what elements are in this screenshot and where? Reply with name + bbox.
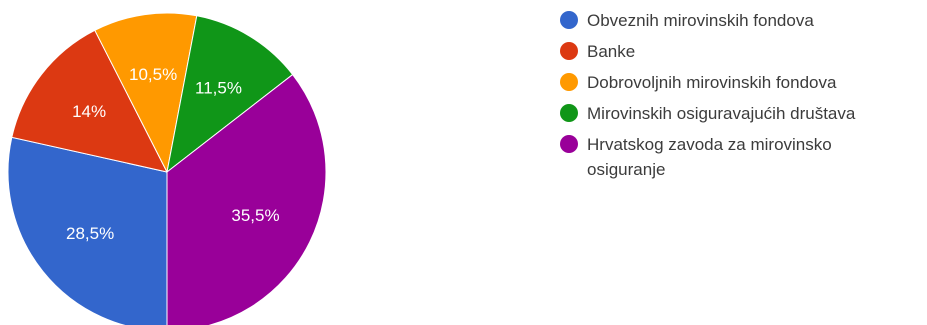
pie-slice-2[interactable]	[94, 12, 198, 174]
legend-item-dobrovoljnih[interactable]: Dobrovoljnih mirovinskih fondova	[560, 70, 920, 95]
pie-slice-label-2: 10,5%	[129, 65, 177, 84]
legend-label-hzmo: Hrvatskog zavoda za mirovinsko osiguranj…	[587, 135, 832, 179]
legend-swatch-hzmo	[560, 135, 578, 153]
legend-swatch-osiguravajucih	[560, 104, 578, 122]
legend-item-obveznih[interactable]: Obveznih mirovinskih fondova	[560, 8, 920, 33]
pie-slice-label-0: 28,5%	[66, 224, 114, 243]
legend-label-dobrovoljnih: Dobrovoljnih mirovinskih fondova	[587, 73, 837, 92]
pie-slice-label-4: 35,5%	[231, 206, 279, 225]
pie-slice-label-3: 11,5%	[195, 78, 242, 97]
legend-label-osiguravajucih: Mirovinskih osiguravajućih društava	[587, 104, 856, 123]
pie-slice-label-1: 14%	[72, 102, 106, 121]
pie-slice-labels: 28,5% 14% 10,5% 11,5% 35,5%	[66, 65, 280, 243]
legend-swatch-dobrovoljnih	[560, 73, 578, 91]
pie-slices	[7, 12, 327, 325]
legend-label-banke: Banke	[587, 42, 636, 61]
pie-slice-0[interactable]	[7, 136, 168, 325]
legend-swatch-obveznih	[560, 11, 578, 29]
legend-label-obveznih: Obveznih mirovinskih fondova	[587, 11, 814, 30]
legend-item-osiguravajucih[interactable]: Mirovinskih osiguravajućih društava	[560, 101, 920, 126]
legend-item-hzmo[interactable]: Hrvatskog zavoda za mirovinsko osiguranj…	[560, 132, 920, 182]
legend-item-banke[interactable]: Banke	[560, 39, 920, 64]
chart-legend: Obveznih mirovinskih fondova Banke Dobro…	[560, 8, 920, 188]
legend-swatch-banke	[560, 42, 578, 60]
pie-slice-3[interactable]	[166, 15, 294, 174]
pie-slice-1[interactable]	[11, 29, 168, 173]
